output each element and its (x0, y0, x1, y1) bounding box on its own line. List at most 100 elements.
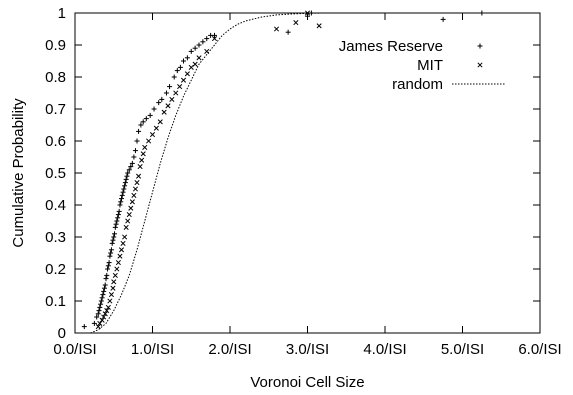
mit-point (95, 324, 101, 330)
james-reserve-point (111, 234, 117, 240)
mit-point (177, 84, 183, 90)
james-reserve-point (117, 202, 123, 208)
mit-point (153, 125, 159, 131)
y-tick-label: 0.4 (45, 197, 66, 214)
james-reserve-point (95, 311, 101, 317)
mit-point (123, 224, 129, 230)
mit-point (120, 240, 126, 246)
james-reserve-point (118, 199, 124, 205)
james-reserve-point (440, 16, 446, 22)
james-reserve-point (116, 208, 122, 214)
james-reserve-point (120, 189, 126, 195)
james-reserve-point (115, 212, 121, 218)
mit-point (108, 292, 114, 298)
mit-point (129, 199, 135, 205)
mit-point (293, 20, 299, 26)
james-reserve-point (285, 29, 291, 35)
mit-point (107, 298, 113, 304)
mit-point (97, 320, 103, 326)
james-reserve-point (121, 186, 127, 192)
james-reserve-point (171, 74, 177, 80)
james-reserve-point (104, 272, 110, 278)
mit-point (137, 164, 143, 170)
series-layer (81, 10, 486, 334)
james-reserve-point (167, 84, 173, 90)
y-tick-label: 0.6 (45, 133, 66, 150)
x-tick-label: 1.0/ISI (131, 341, 174, 358)
james-reserve-point (163, 90, 169, 96)
series-mit (95, 10, 322, 330)
mit-point (117, 253, 123, 259)
james-reserve-point (115, 215, 121, 221)
mit-point (161, 109, 167, 115)
james-reserve-point (147, 112, 153, 118)
legend-label: MIT (417, 57, 443, 74)
mit-point (132, 186, 139, 192)
mit-point (105, 304, 111, 310)
mit-point (102, 311, 108, 317)
y-tick-label: 0.1 (45, 293, 66, 310)
james-reserve-point (99, 295, 105, 301)
james-reserve-point (101, 288, 107, 294)
x-tick-label: 4.0/ISI (363, 341, 406, 358)
james-reserve-point (129, 160, 135, 166)
james-reserve-point (143, 116, 149, 122)
mit-point (142, 144, 148, 150)
legend-label: James Reserve (339, 38, 443, 55)
james-reserve-point (151, 106, 157, 112)
james-reserve-point (128, 164, 134, 170)
plot-frame (74, 12, 541, 334)
james-reserve-point (114, 218, 120, 224)
james-reserve-point (174, 68, 180, 74)
james-reserve-point (98, 301, 104, 307)
mit-point (316, 23, 322, 29)
james-reserve-point (212, 32, 217, 38)
james-reserve-point (105, 266, 111, 272)
y-tick-label: 0.9 (45, 37, 66, 54)
mit-point (112, 272, 118, 278)
mit-point (114, 266, 120, 272)
mit-point (184, 71, 190, 77)
y-tick-label: 1 (58, 5, 66, 22)
james-reserve-point (184, 55, 190, 61)
james-reserve-point (188, 48, 194, 54)
legend-marker-cross (477, 62, 483, 68)
mit-point (140, 151, 146, 157)
mit-point (126, 212, 132, 218)
james-reserve-point (98, 298, 104, 304)
mit-point (173, 90, 179, 96)
mit-point (104, 308, 110, 314)
james-reserve-point (140, 119, 146, 125)
x-tick-label: 5.0/ISI (441, 341, 484, 358)
random-cdf-line (90, 12, 486, 334)
y-axis-label: Cumulative Probability (10, 98, 27, 248)
y-tick-label: 0.7 (45, 101, 66, 118)
james-reserve-point (204, 36, 210, 42)
james-reserve-point (94, 314, 100, 320)
mit-point (115, 260, 121, 266)
y-tick-label: 0 (58, 325, 66, 342)
james-reserve-point (96, 308, 102, 314)
james-reserve-point (159, 96, 165, 102)
james-reserve-point (112, 231, 118, 237)
legend-marker-plus (477, 43, 483, 49)
series-random (90, 12, 486, 334)
mit-point (99, 317, 105, 323)
james-reserve-point (103, 276, 109, 282)
x-tick-label: 3.0/ISI (286, 341, 329, 358)
mit-point (157, 119, 163, 125)
mit-point (149, 132, 156, 138)
james-reserve-point (132, 148, 138, 154)
x-axis-label: Voronoi Cell Size (250, 374, 364, 391)
james-reserve-point (101, 285, 107, 291)
james-reserve-point (126, 167, 132, 173)
mit-point (101, 314, 107, 320)
james-reserve-point (112, 224, 118, 230)
james-reserve-point (138, 122, 144, 128)
mit-point (146, 138, 152, 144)
james-reserve-point (196, 42, 202, 48)
mit-point (128, 205, 134, 211)
mit-point (211, 36, 218, 42)
mit-point (125, 218, 131, 224)
